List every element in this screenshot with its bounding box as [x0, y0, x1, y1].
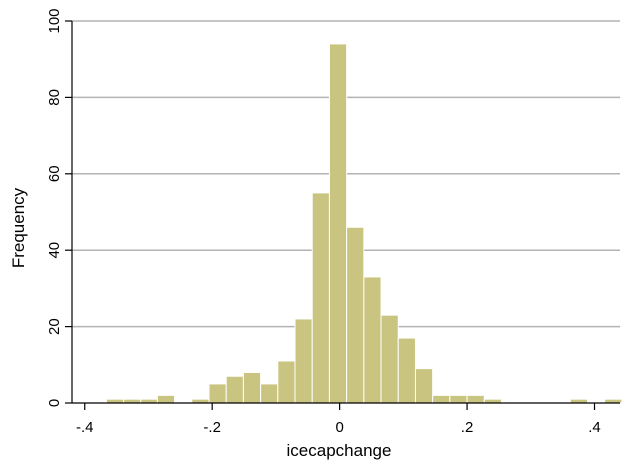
y-tick-label: 60: [46, 165, 63, 182]
histogram-bar: [311, 192, 330, 404]
histogram-bar: [294, 318, 313, 404]
histogram-bar: [225, 375, 244, 404]
histogram-bar: [328, 43, 348, 404]
histogram-bars: [105, 43, 623, 404]
y-tick-label: 0: [46, 399, 63, 407]
x-tick-label: -.4: [76, 419, 94, 436]
histogram-bar: [242, 371, 262, 404]
histogram-bar: [260, 383, 279, 404]
histogram-bar: [466, 394, 485, 404]
x-tick-label: .2: [461, 419, 474, 436]
histogram-bar: [432, 394, 451, 404]
histogram-bar: [449, 394, 468, 404]
histogram-bar: [397, 337, 416, 404]
histogram-bar: [277, 360, 296, 404]
histogram-bar: [156, 394, 176, 404]
histogram-bar: [380, 314, 399, 404]
x-tick-label: 0: [335, 419, 343, 436]
x-tick-label: -.2: [203, 419, 221, 436]
histogram-bar: [208, 383, 227, 404]
x-tick-label: .4: [588, 419, 601, 436]
y-tick-label: 80: [46, 89, 63, 106]
axes: [71, 21, 620, 404]
y-tick-label: 20: [46, 318, 63, 335]
x-axis-ticks: -.4 -.2 0 .2 .4: [76, 403, 601, 436]
histogram-bar: [363, 276, 382, 404]
y-axis-ticks: 0 20 40 60 80 100: [46, 8, 72, 407]
y-tick-label: 40: [46, 242, 63, 259]
x-axis-title: icecapchange: [287, 441, 392, 460]
y-tick-label: 100: [46, 8, 63, 33]
y-axis-title: Frequency: [9, 187, 28, 268]
histogram-bar: [346, 226, 365, 404]
histogram-bar: [414, 368, 434, 404]
